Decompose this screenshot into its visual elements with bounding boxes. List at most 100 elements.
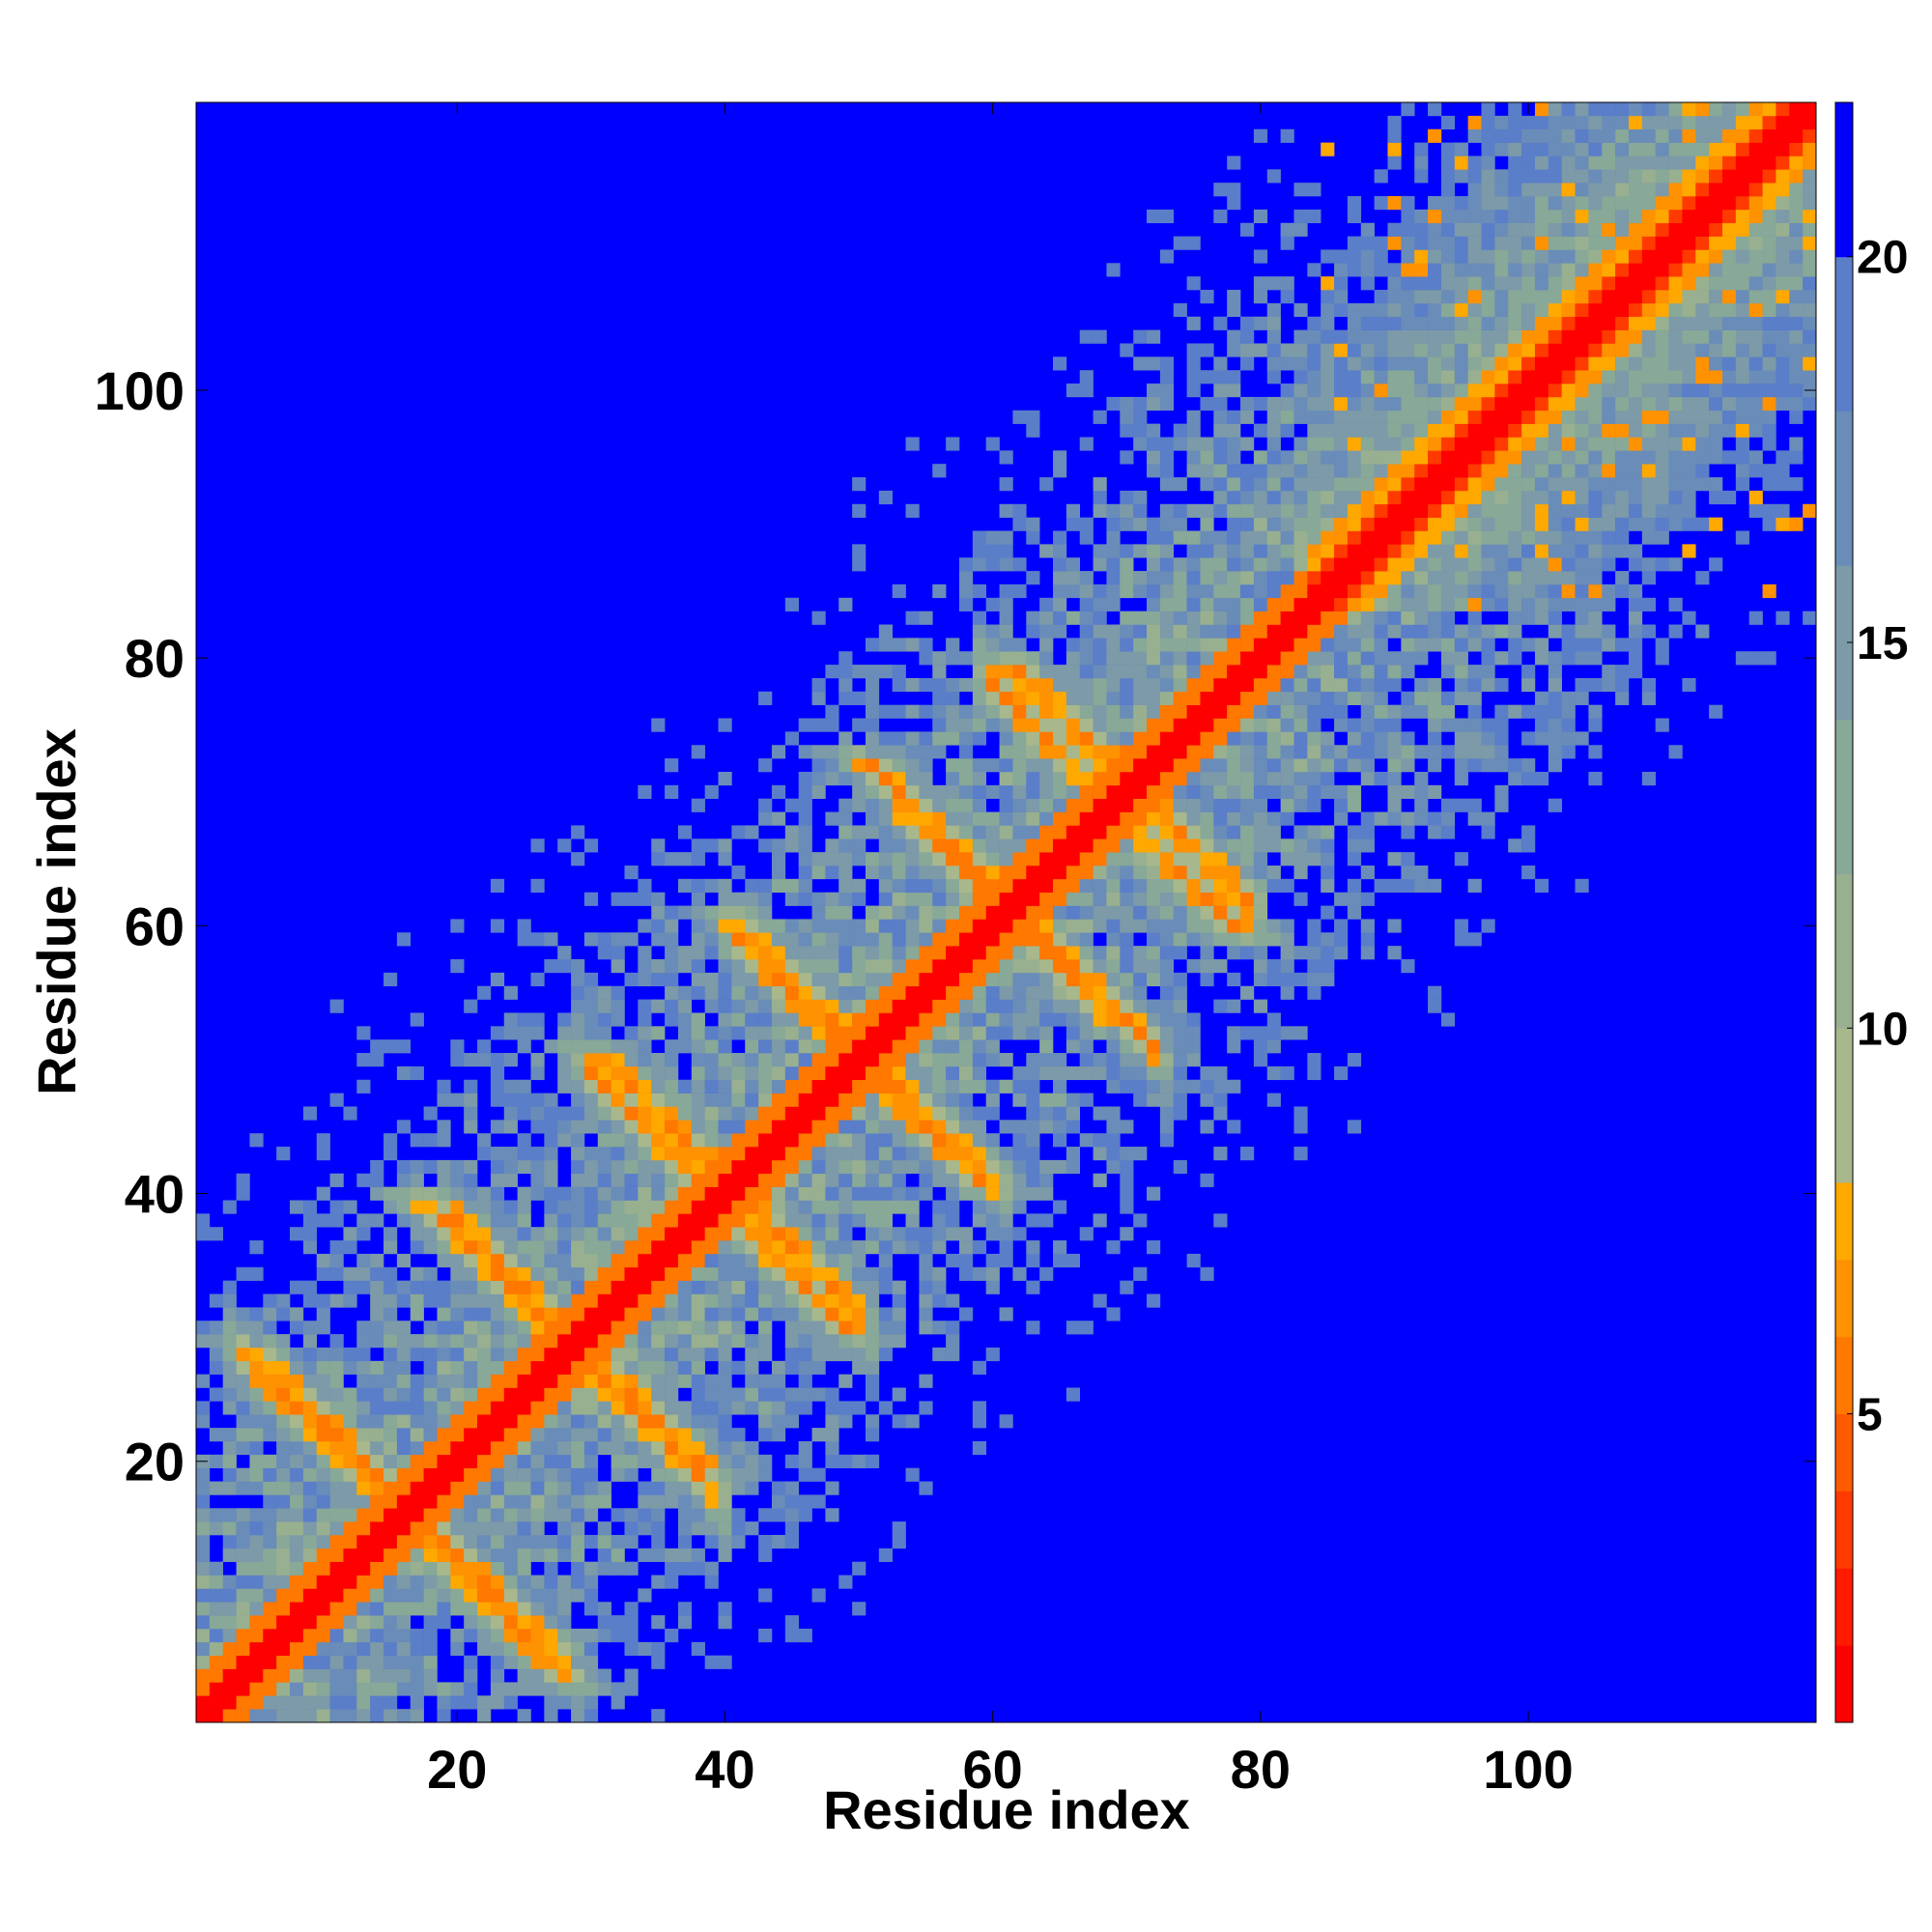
heatmap-cell	[999, 798, 1013, 812]
heatmap-cell	[1588, 544, 1603, 558]
heatmap-cell	[1240, 677, 1255, 693]
heatmap-cell	[771, 1266, 786, 1281]
heatmap-cell	[624, 1401, 639, 1415]
heatmap-cell	[771, 1414, 786, 1429]
heatmap-cell	[1561, 169, 1576, 184]
heatmap-cell	[1240, 464, 1255, 478]
heatmap-cell	[450, 1213, 465, 1228]
heatmap-cell	[1159, 611, 1175, 625]
heatmap-cell	[892, 638, 906, 652]
heatmap-cell	[784, 1481, 799, 1495]
heatmap-cell	[946, 638, 960, 652]
heatmap-cell	[1026, 1065, 1040, 1081]
heatmap-cell	[1374, 571, 1388, 585]
heatmap-cell	[611, 946, 625, 960]
heatmap-cell	[731, 1508, 746, 1522]
heatmap-cell	[638, 1334, 652, 1349]
heatmap-cell	[1079, 985, 1094, 1000]
heatmap-cell	[946, 932, 960, 947]
heatmap-cell	[530, 1093, 545, 1107]
heatmap-cell	[1575, 437, 1589, 451]
heatmap-cell	[1159, 985, 1175, 1000]
heatmap-cell	[1266, 865, 1281, 880]
heatmap-cell	[423, 1334, 438, 1349]
heatmap-cell	[958, 825, 974, 839]
heatmap-cell	[1173, 745, 1187, 759]
heatmap-cell	[865, 1414, 880, 1429]
heatmap-cell	[691, 1374, 705, 1388]
heatmap-cell	[1428, 316, 1442, 330]
heatmap-cell	[1186, 798, 1201, 812]
heatmap-cell	[758, 1374, 773, 1388]
heatmap-cell	[638, 1414, 652, 1429]
heatmap-cell	[544, 1280, 558, 1294]
heatmap-cell	[583, 1360, 599, 1375]
heatmap-cell	[316, 1347, 330, 1362]
heatmap-cell	[1467, 691, 1482, 705]
heatmap-cell	[503, 1695, 518, 1710]
heatmap-cell	[1079, 999, 1094, 1013]
heatmap-cell	[1039, 1106, 1054, 1121]
heatmap-cell	[503, 1414, 518, 1429]
heatmap-cell	[838, 1454, 853, 1468]
heatmap-cell	[665, 1213, 679, 1228]
heatmap-cell	[905, 1213, 920, 1228]
heatmap-cell	[1293, 825, 1308, 839]
heatmap-cell	[1440, 544, 1456, 558]
heatmap-cell	[1106, 557, 1121, 572]
heatmap-cell	[410, 1307, 424, 1321]
heatmap-cell	[972, 758, 987, 773]
heatmap-cell	[798, 972, 812, 987]
heatmap-cell	[1428, 758, 1442, 773]
heatmap-cell	[611, 1213, 625, 1228]
heatmap-cell	[784, 878, 799, 894]
heatmap-cell	[1133, 396, 1148, 412]
heatmap-cell	[1213, 691, 1228, 705]
heatmap-cell	[624, 1213, 639, 1228]
heatmap-cell	[490, 1534, 505, 1549]
heatmap-cell	[946, 811, 960, 826]
heatmap-cell	[517, 1280, 531, 1294]
heatmap-cell	[1026, 758, 1040, 773]
heatmap-cell	[263, 1508, 277, 1522]
heatmap-cell	[1334, 597, 1349, 611]
heatmap-cell	[1588, 517, 1603, 531]
heatmap-cell	[1387, 142, 1402, 156]
heatmap-cell	[1534, 196, 1549, 211]
heatmap-cell	[597, 1186, 611, 1201]
heatmap-cell	[1293, 530, 1308, 545]
heatmap-cell	[490, 1481, 505, 1495]
heatmap-cell	[771, 878, 786, 894]
heatmap-cell	[544, 1494, 558, 1509]
heatmap-cell	[958, 878, 974, 894]
heatmap-cell	[384, 1440, 398, 1456]
heatmap-cell	[503, 1200, 518, 1214]
heatmap-cell	[1575, 477, 1589, 492]
heatmap-cell	[1053, 1053, 1067, 1067]
heatmap-cell	[624, 1200, 639, 1214]
heatmap-cell	[878, 999, 893, 1013]
heatmap-cell	[464, 1280, 478, 1294]
heatmap-cell	[329, 1508, 344, 1522]
heatmap-cell	[838, 1227, 853, 1241]
heatmap-cell	[1334, 490, 1349, 505]
heatmap-cell	[1240, 503, 1255, 518]
heatmap-cell	[583, 1401, 599, 1415]
heatmap-cell	[825, 1293, 839, 1308]
heatmap-cell	[825, 1159, 839, 1175]
heatmap-cell	[1440, 437, 1456, 451]
heatmap-cell	[571, 1695, 585, 1710]
heatmap-cell	[999, 718, 1013, 732]
heatmap-cell	[1079, 905, 1094, 920]
heatmap-cell	[490, 1293, 505, 1308]
heatmap-cell	[410, 1628, 424, 1643]
heatmap-cell	[892, 959, 906, 974]
heatmap-cell	[798, 1213, 812, 1228]
heatmap-cell	[290, 1307, 304, 1321]
heatmap-cell	[1293, 571, 1308, 585]
heatmap-cell	[784, 1039, 799, 1054]
heatmap-cell	[1481, 651, 1495, 666]
heatmap-cell	[852, 758, 867, 773]
heatmap-cell	[1026, 838, 1040, 853]
heatmap-cell	[1467, 356, 1482, 371]
